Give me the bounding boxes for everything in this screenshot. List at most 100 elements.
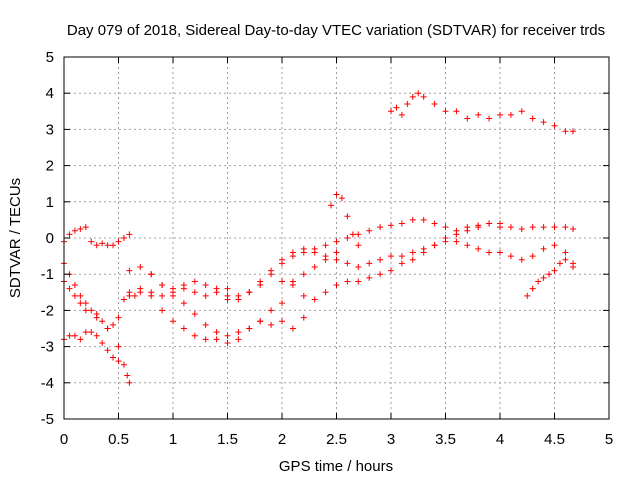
data-point: [562, 128, 569, 135]
y-tick-label: -1: [41, 266, 54, 283]
data-point: [257, 318, 264, 325]
data-point: [535, 278, 542, 285]
y-tick-label: -4: [41, 375, 54, 392]
data-point: [77, 292, 84, 299]
y-tick-label: 1: [46, 194, 54, 211]
data-point: [77, 225, 84, 232]
data-point: [202, 321, 209, 328]
data-point: [77, 300, 84, 307]
data-point: [556, 260, 563, 267]
data-point: [148, 292, 155, 299]
data-point: [377, 224, 384, 231]
data-point: [377, 271, 384, 278]
data-point: [124, 372, 131, 379]
x-tick-label: 0: [60, 431, 68, 448]
data-point: [170, 318, 176, 325]
data-point: [486, 220, 493, 227]
data-point: [420, 93, 427, 100]
data-point: [88, 307, 95, 314]
series-arc-b: [61, 260, 231, 332]
x-tick-label: 3.5: [435, 431, 456, 448]
data-point: [464, 115, 471, 122]
series-arc-h: [279, 220, 503, 303]
data-point: [77, 336, 84, 343]
x-tick-label: 2: [278, 431, 286, 448]
data-point: [431, 242, 438, 249]
data-marks: [61, 90, 577, 386]
data-point: [110, 242, 117, 249]
data-point: [268, 307, 275, 314]
data-point: [71, 292, 78, 299]
data-point: [344, 213, 351, 220]
data-point: [213, 336, 220, 343]
data-point: [115, 343, 122, 350]
data-point: [388, 267, 394, 274]
data-point: [409, 249, 416, 256]
data-point: [66, 332, 73, 339]
data-point: [366, 227, 373, 234]
series-arc-i: [328, 191, 362, 249]
data-point: [355, 263, 362, 270]
data-point: [159, 292, 166, 299]
data-point: [442, 235, 449, 241]
data-point: [126, 289, 133, 296]
data-point: [289, 282, 296, 289]
data-point: [453, 238, 460, 245]
data-point: [551, 224, 558, 231]
data-point: [540, 119, 547, 126]
data-point: [562, 256, 569, 263]
y-tick-label: -2: [41, 302, 54, 319]
data-point: [562, 249, 569, 256]
data-point: [333, 282, 340, 289]
data-point: [322, 289, 329, 296]
data-point: [202, 292, 209, 299]
data-point: [202, 282, 209, 289]
y-tick-labels: -5 -4 -3 -2 -1 0 1 2 3 4 5: [41, 49, 54, 428]
data-point: [224, 339, 231, 346]
data-point: [420, 216, 427, 223]
data-point: [71, 227, 78, 234]
data-point: [366, 274, 373, 281]
data-point: [551, 122, 558, 129]
x-tick-label: 1: [169, 431, 177, 448]
data-point: [191, 332, 198, 339]
data-point: [311, 249, 318, 256]
data-point: [540, 224, 547, 231]
data-point: [529, 253, 536, 260]
data-point: [398, 220, 405, 227]
data-point: [88, 238, 95, 245]
series-arc-a: [61, 224, 133, 249]
data-point: [213, 285, 220, 292]
data-point: [393, 104, 400, 111]
data-point: [110, 321, 117, 328]
data-point: [415, 90, 422, 97]
data-point: [333, 191, 340, 198]
data-point: [170, 289, 176, 296]
data-point: [388, 222, 394, 229]
data-point: [518, 256, 525, 263]
data-point: [453, 231, 460, 238]
data-point: [355, 242, 362, 249]
data-point: [246, 289, 253, 296]
x-tick-label: 0.5: [108, 431, 129, 448]
x-tick-labels: 0 0.5 1 1.5 2 2.5 3 3.5 4 4.5 5: [60, 431, 613, 448]
data-point: [279, 300, 285, 307]
data-point: [257, 278, 264, 285]
data-point: [570, 263, 577, 270]
data-point: [442, 108, 449, 115]
data-point: [442, 224, 449, 231]
data-point: [507, 253, 514, 260]
data-point: [366, 260, 373, 267]
data-point: [311, 296, 318, 303]
data-point: [93, 314, 100, 321]
data-point: [137, 285, 144, 292]
data-point: [486, 115, 493, 122]
data-point: [524, 292, 531, 299]
data-point: [507, 224, 514, 231]
data-point: [540, 274, 547, 281]
data-point: [104, 242, 111, 249]
data-point: [398, 253, 405, 260]
data-point: [409, 216, 416, 223]
data-point: [518, 108, 525, 115]
